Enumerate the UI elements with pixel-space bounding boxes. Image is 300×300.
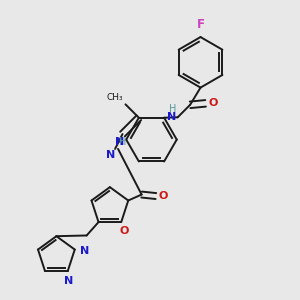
Text: O: O xyxy=(119,226,129,236)
Text: H: H xyxy=(169,104,177,114)
Text: H: H xyxy=(119,137,127,147)
Text: N: N xyxy=(80,246,89,256)
Text: N: N xyxy=(106,150,115,161)
Text: N: N xyxy=(167,112,176,122)
Text: N: N xyxy=(115,137,124,147)
Text: CH₃: CH₃ xyxy=(106,93,123,102)
Text: O: O xyxy=(208,98,218,108)
Text: O: O xyxy=(159,191,168,201)
Text: N: N xyxy=(64,276,73,286)
Text: F: F xyxy=(196,17,205,31)
